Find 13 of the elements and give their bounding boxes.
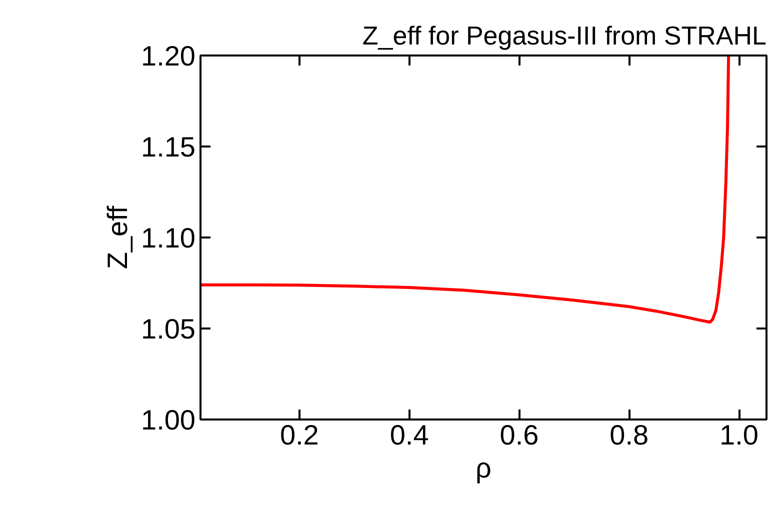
- x-tick-label: 0.2: [280, 420, 319, 450]
- x-tick-label: 0.8: [610, 420, 649, 450]
- y-tick-label: 1.00: [141, 404, 196, 436]
- y-tick-label: 1.05: [141, 314, 196, 344]
- chart-title: Z_eff for Pegasus-III from STRAHL: [362, 20, 767, 50]
- x-axis-title: ρ: [476, 452, 492, 484]
- x-tick-label: 0.6: [500, 420, 539, 450]
- x-tick-label: 0.4: [390, 420, 429, 450]
- y-tick-label: 1.10: [141, 222, 196, 254]
- x-tick-label: 1.0: [720, 420, 758, 450]
- y-tick-label: 1.20: [141, 40, 196, 72]
- y-axis-title: Z_eff: [102, 206, 134, 270]
- y-tick-label: 1.15: [141, 132, 196, 162]
